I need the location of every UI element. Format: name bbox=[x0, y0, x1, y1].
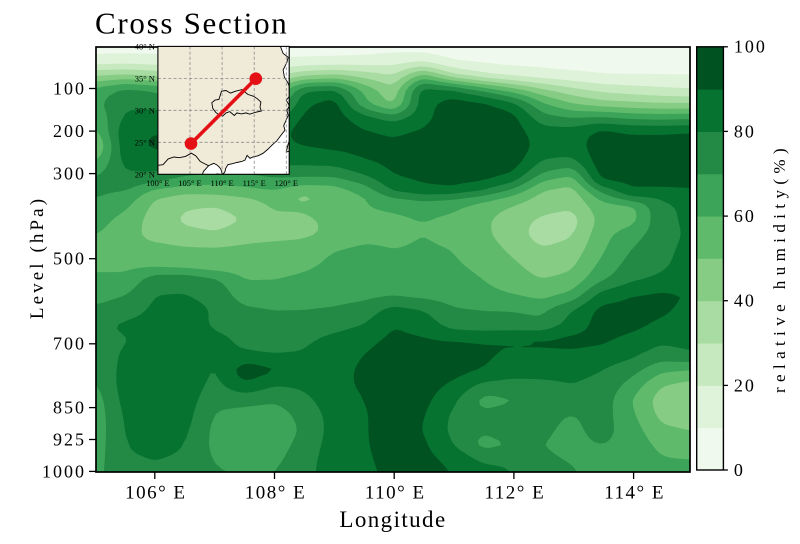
svg-text:25° N: 25° N bbox=[135, 137, 155, 147]
svg-text:110° E: 110° E bbox=[211, 178, 234, 188]
svg-text:114° E: 114° E bbox=[604, 483, 665, 504]
svg-text:30° N: 30° N bbox=[135, 105, 155, 115]
svg-text:80: 80 bbox=[734, 121, 756, 141]
svg-text:40: 40 bbox=[734, 291, 756, 311]
svg-text:Cross Section: Cross Section bbox=[95, 6, 288, 41]
svg-text:106° E: 106° E bbox=[125, 483, 186, 504]
svg-text:850: 850 bbox=[53, 398, 86, 418]
svg-text:20: 20 bbox=[734, 375, 756, 395]
svg-text:Longitude: Longitude bbox=[339, 507, 446, 532]
svg-text:1000: 1000 bbox=[42, 461, 86, 481]
svg-text:925: 925 bbox=[53, 429, 86, 449]
svg-text:105° E: 105° E bbox=[178, 178, 201, 188]
svg-text:60: 60 bbox=[734, 206, 756, 226]
svg-text:40° N: 40° N bbox=[135, 41, 155, 51]
svg-text:300: 300 bbox=[53, 164, 86, 184]
svg-text:110° E: 110° E bbox=[365, 483, 426, 504]
svg-text:115° E: 115° E bbox=[243, 178, 266, 188]
svg-text:20° N: 20° N bbox=[135, 169, 155, 179]
svg-text:108° E: 108° E bbox=[245, 483, 306, 504]
svg-text:120° E: 120° E bbox=[275, 178, 298, 188]
svg-text:relative humidity(%): relative humidity(%) bbox=[770, 143, 789, 393]
svg-text:700: 700 bbox=[53, 334, 86, 354]
svg-text:100° E: 100° E bbox=[146, 178, 169, 188]
svg-text:100: 100 bbox=[53, 78, 86, 98]
svg-text:200: 200 bbox=[53, 121, 86, 141]
svg-text:500: 500 bbox=[53, 249, 86, 269]
svg-text:100: 100 bbox=[734, 37, 767, 57]
svg-text:0: 0 bbox=[734, 460, 745, 480]
svg-text:Level (hPa): Level (hPa) bbox=[27, 196, 48, 319]
svg-text:112° E: 112° E bbox=[485, 483, 546, 504]
svg-text:35° N: 35° N bbox=[135, 73, 155, 83]
